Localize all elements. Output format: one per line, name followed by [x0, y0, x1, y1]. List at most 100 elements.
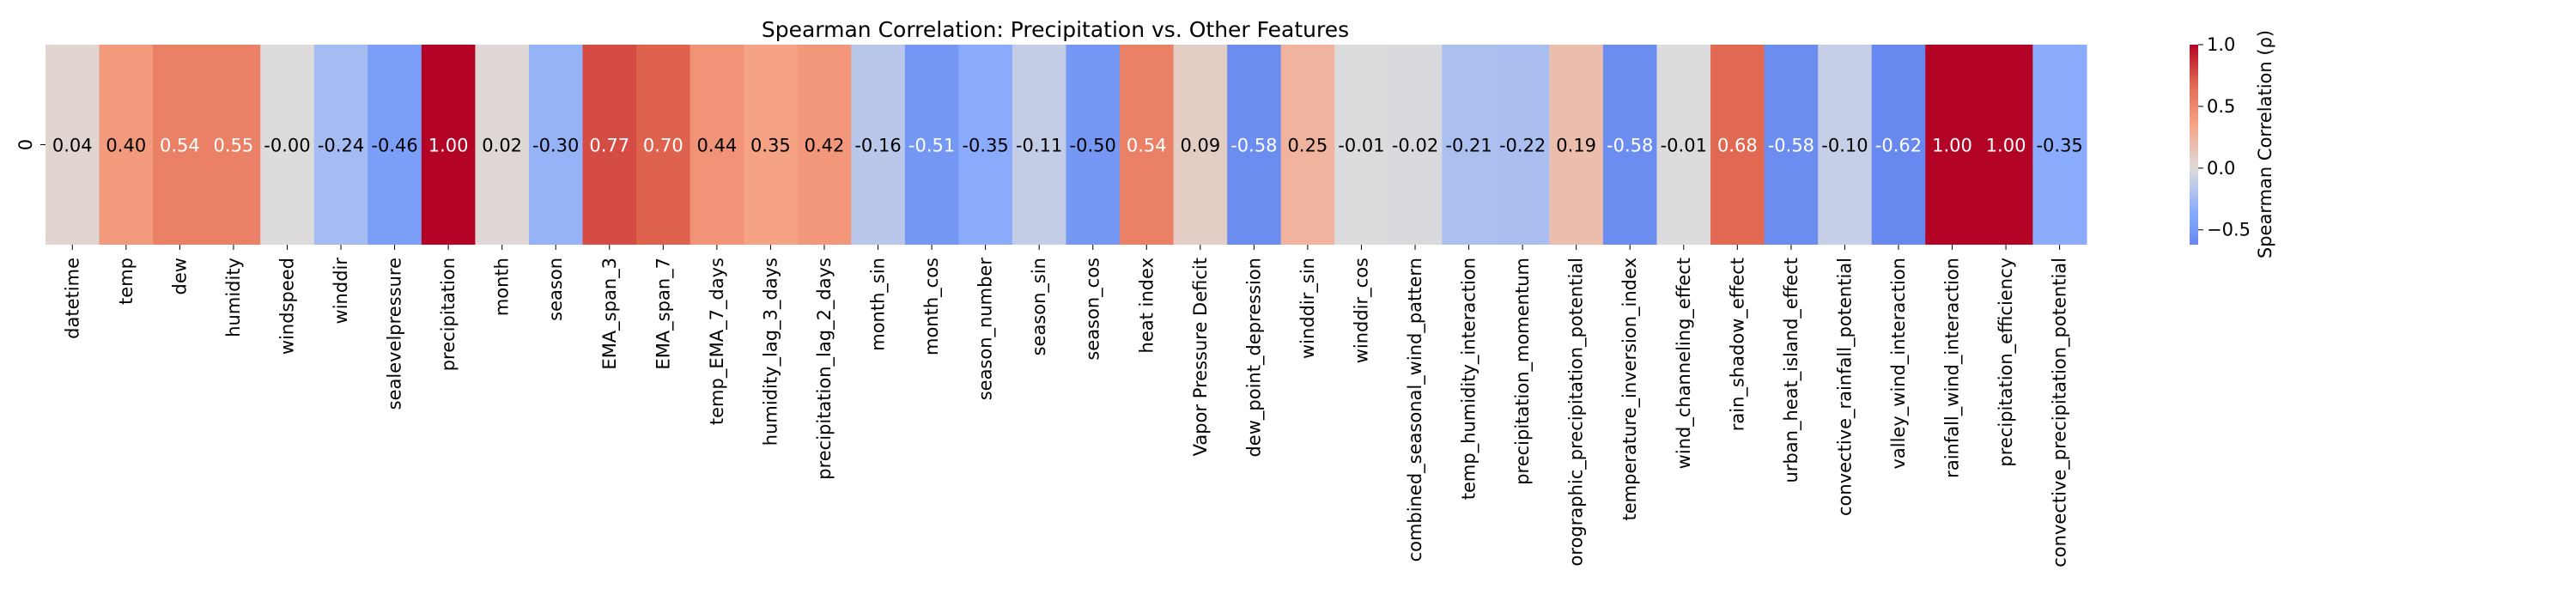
x-tick-label: precipitation_lag_2_days — [814, 258, 835, 480]
heatmap-cell — [582, 45, 637, 245]
heatmap-cell — [206, 45, 261, 245]
heatmap-cell — [636, 45, 691, 245]
chart-title: Spearman Correlation: Precipitation vs. … — [762, 17, 1349, 42]
colorbar: 1.0 0.5 0.0 −0.5 Spearman Correlation (ρ) — [2190, 30, 2275, 258]
heatmap-cell — [2032, 45, 2087, 245]
x-tick-label: season_cos — [1083, 258, 1104, 361]
cell-value-label: 1.00 — [1932, 136, 1972, 156]
heatmap-cell — [1764, 45, 1819, 245]
x-tick-label: season_sin — [1029, 258, 1050, 355]
cell-value-label: -0.46 — [371, 136, 417, 156]
cell-value-label: 0.19 — [1556, 136, 1596, 156]
x-tick-label: precipitation_momentum — [1512, 258, 1534, 485]
cell-value-label: -0.22 — [1499, 136, 1546, 156]
heatmap-cell — [1549, 45, 1604, 245]
cell-value-label: -0.01 — [1338, 136, 1384, 156]
heatmap-cell — [260, 45, 315, 245]
cell-value-label: -0.58 — [1607, 136, 1653, 156]
cell-value-label: -0.62 — [1875, 136, 1922, 156]
x-tick-labels: datetime temp dew humidity windspeed winddir s… — [62, 245, 2071, 568]
x-tick-label: month_sin — [868, 258, 890, 351]
x-tick-label: windspeed — [276, 258, 297, 355]
x-tick-label: EMA_span_7 — [653, 258, 674, 370]
x-tick-label: precipitation_efficiency — [1996, 258, 2017, 467]
heatmap-cell — [1710, 45, 1765, 245]
cell-value-label: 0.25 — [1288, 136, 1328, 156]
x-tick-label: datetime — [62, 258, 82, 339]
x-tick-label: season — [545, 258, 566, 321]
heatmap-cell — [46, 45, 100, 245]
cell-value-label: -0.01 — [1661, 136, 1707, 156]
cell-value-label: 0.77 — [589, 136, 629, 156]
x-tick-label: valley_wind_interaction — [1888, 258, 1910, 470]
heatmap-cell — [1871, 45, 1926, 245]
heatmap-cell — [1442, 45, 1497, 245]
heatmap-cell — [904, 45, 959, 245]
x-tick-label: winddir_sin — [1297, 258, 1319, 359]
cell-value-label: -0.11 — [1016, 136, 1062, 156]
heatmap-cell — [797, 45, 852, 245]
heatmap-cell — [744, 45, 799, 245]
cell-value-label: 0.44 — [696, 136, 737, 156]
x-tick-label: urban_heat_island_effect — [1781, 258, 1802, 483]
x-tick-label: orographic_precipitation_potential — [1566, 258, 1588, 566]
cell-value-label: 0.42 — [805, 136, 845, 156]
cell-value-label: 0.35 — [750, 136, 791, 156]
cell-value-label: -0.16 — [854, 136, 901, 156]
cell-value-label: 0.09 — [1180, 136, 1220, 156]
cell-value-label: 1.00 — [428, 136, 469, 156]
x-tick-label: combined_seasonal_wind_pattern — [1405, 258, 1426, 562]
heatmap-cell — [99, 45, 154, 245]
cell-value-label: 0.54 — [160, 136, 200, 156]
heatmap-cell — [1120, 45, 1175, 245]
heatmap-cell — [1173, 45, 1228, 245]
heatmap-cells: 0.04 0.40 0.54 0.55 -0.00 -0.24 -0.46 1.00 0.02 -… — [46, 45, 2087, 245]
heatmap-cell — [1656, 45, 1711, 245]
colorbar-gradient — [2190, 45, 2198, 245]
heatmap-cell — [475, 45, 530, 245]
heatmap-cell — [528, 45, 584, 245]
heatmap-cell — [421, 45, 476, 245]
x-tick-label: EMA_span_3 — [599, 258, 621, 370]
x-tick-label: sealevelpressure — [385, 258, 405, 410]
colorbar-ticks: 1.0 0.5 0.0 −0.5 — [2198, 34, 2251, 240]
x-tick-label: temp_humidity_interaction — [1459, 258, 1480, 500]
heatmap-cell — [153, 45, 208, 245]
x-tick-label: winddir_cos — [1351, 258, 1372, 363]
heatmap-cell — [1602, 45, 1658, 245]
cell-value-label: -0.58 — [1230, 136, 1277, 156]
x-tick-label: heat index — [1136, 258, 1157, 353]
cell-value-label: 0.40 — [106, 136, 146, 156]
cell-value-label: -0.21 — [1445, 136, 1492, 156]
x-tick-label: month — [492, 258, 513, 316]
x-tick-label: Vapor Pressure Deficit — [1190, 258, 1211, 456]
cell-value-label: -0.50 — [1070, 136, 1116, 156]
colorbar-label: Spearman Correlation (ρ) — [2255, 30, 2275, 258]
colorbar-tick-label: 0.0 — [2207, 158, 2235, 179]
x-tick-label: dew_point_depression — [1243, 258, 1265, 458]
heatmap-cell — [1495, 45, 1550, 245]
cell-value-label: 0.54 — [1127, 136, 1167, 156]
heatmap-cell — [851, 45, 906, 245]
heatmap-cell — [1925, 45, 1980, 245]
cell-value-label: -0.24 — [318, 136, 364, 156]
heatmap-cell — [1066, 45, 1121, 245]
colorbar-tick-label: 1.0 — [2207, 34, 2235, 55]
x-tick-label: rainfall_wind_interaction — [1942, 258, 1964, 478]
cell-value-label: -0.00 — [264, 136, 310, 156]
x-tick-label: dew — [169, 258, 190, 294]
x-tick-label: precipitation — [438, 258, 459, 371]
heatmap-cell — [958, 45, 1013, 245]
heatmap-cell — [313, 45, 368, 245]
heatmap-cell — [690, 45, 744, 245]
x-tick-label: temp — [116, 258, 137, 305]
cell-value-label: -0.51 — [908, 136, 955, 156]
heatmap-cell — [1818, 45, 1873, 245]
heatmap-cell — [368, 45, 422, 245]
cell-value-label: 0.02 — [482, 136, 522, 156]
x-tick-label: month_cos — [921, 258, 943, 355]
cell-value-label: 0.55 — [214, 136, 254, 156]
x-tick-label: temperature_inversion_index — [1619, 258, 1641, 521]
cell-value-label: 0.04 — [52, 136, 93, 156]
